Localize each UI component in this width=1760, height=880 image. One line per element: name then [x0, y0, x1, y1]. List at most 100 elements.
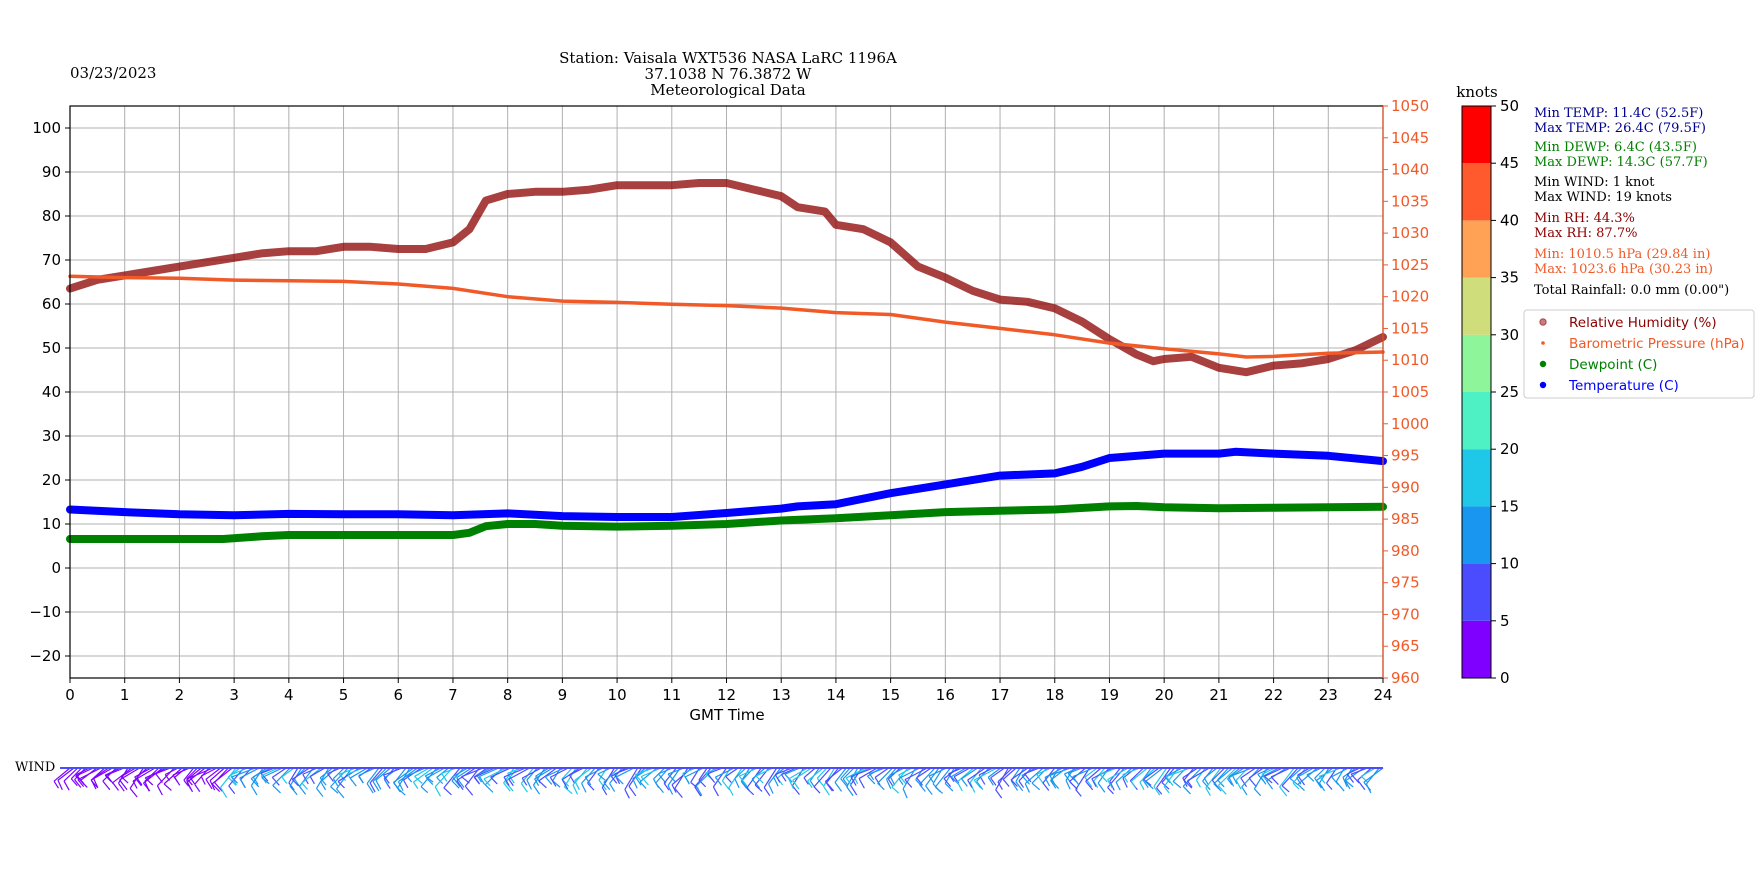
y-right-tick-label: 1010 — [1391, 351, 1429, 369]
wind-barb-flag — [610, 775, 618, 784]
wind-barb — [822, 767, 836, 787]
y-left-tick-label: 20 — [42, 471, 61, 489]
wind-barb-flag — [919, 784, 926, 792]
wind-barb-flag — [436, 777, 444, 785]
wind-barb — [1346, 767, 1361, 775]
wind-barb-flag — [866, 775, 876, 785]
wind-barb-flag — [106, 774, 114, 785]
wind-barb-flag — [788, 778, 795, 790]
wind-barb-flag — [1002, 778, 1010, 787]
wind-barb-flag — [956, 781, 963, 792]
wind-barb-flag — [667, 773, 676, 783]
wind-barb-flag — [671, 784, 677, 793]
wind-barb-flag — [898, 774, 907, 784]
wind-barb-flag — [1331, 776, 1339, 785]
y-left-tick-label: 90 — [42, 163, 61, 181]
wind-barb — [698, 767, 708, 781]
y-left-tick-label: 50 — [42, 339, 61, 357]
wind-barb-flag — [707, 773, 716, 784]
wind-barb-flag — [1097, 782, 1106, 793]
wind-barb-flag — [1139, 781, 1145, 791]
colorbar-tick-label: 25 — [1500, 383, 1519, 401]
colorbar-segment — [1462, 620, 1491, 678]
wind-barb-flag — [842, 778, 849, 786]
wind-barb-flag — [420, 786, 429, 794]
wind-barb-flag — [663, 782, 670, 791]
grid-lines — [69, 106, 1384, 678]
wind-barb-flag — [144, 777, 154, 786]
wind-barb — [272, 767, 291, 786]
wind-barb-flag — [1297, 783, 1305, 791]
wind-barb-flag — [734, 778, 740, 789]
wind-barb — [393, 767, 415, 783]
wind-barb — [250, 767, 264, 786]
wind-barb — [1099, 767, 1117, 776]
wind-barb-flag — [1031, 782, 1041, 791]
wind-barb-flag — [695, 785, 703, 797]
wind-barb — [479, 767, 499, 778]
wind-barb — [1213, 767, 1233, 785]
wind-barb-flag — [1217, 785, 1227, 795]
wind-barb-flag — [774, 774, 781, 783]
wind-barb-flag — [1010, 780, 1019, 791]
wind-barb-flag — [915, 779, 923, 787]
wind-barb — [375, 767, 391, 781]
wind-barb — [943, 767, 959, 780]
wind-barb — [1182, 767, 1202, 787]
wind-barb — [1261, 767, 1276, 775]
wind-barb-flag — [755, 775, 764, 784]
wind-barb-flag — [1018, 780, 1025, 788]
legend-dewpoint-label: Dewpoint (C) — [1569, 357, 1657, 373]
colorbar-tick-label: 5 — [1500, 612, 1510, 630]
wind-barb-flag — [434, 786, 441, 797]
wind-barb-flag — [928, 775, 934, 783]
wind-barb — [1166, 767, 1191, 778]
wind-barb-flag — [172, 774, 179, 783]
wind-barb-flag — [443, 787, 452, 796]
wind-barb-flag — [628, 785, 637, 797]
wind-barb — [239, 767, 260, 779]
wind-barb-flag — [534, 778, 540, 787]
wind-barb-flag — [252, 776, 259, 785]
wind-barb-flag — [569, 774, 576, 784]
wind-barb-flag — [943, 778, 952, 788]
wind-barb — [725, 767, 739, 778]
wind-barb-flag — [250, 785, 258, 796]
wind-barb — [231, 767, 256, 778]
series-relative-humidity — [66, 179, 1387, 377]
wind-barb-flag — [635, 776, 642, 786]
wind-barb-flag — [728, 787, 734, 796]
wind-barb — [816, 767, 828, 779]
wind-barb — [925, 767, 940, 787]
y-right-tick-label: 1015 — [1391, 319, 1429, 337]
wind-barb — [1156, 767, 1172, 789]
y-left-tick-label: −10 — [29, 603, 61, 621]
y-left-tick-label: 40 — [42, 383, 61, 401]
wind-barb — [490, 767, 511, 778]
wind-barb — [858, 767, 878, 780]
wind-barb-flag — [574, 780, 580, 791]
wind-barb — [1331, 767, 1349, 778]
wind-barb — [1010, 767, 1029, 781]
wind-barb-flag — [205, 778, 213, 790]
wind-barb-flag — [70, 778, 78, 787]
x-tick-label: 23 — [1319, 686, 1338, 704]
wind-barb-flag — [807, 780, 813, 789]
wind-barb — [603, 767, 619, 783]
wind-barb — [261, 767, 283, 779]
wind-barb-flag — [1266, 780, 1274, 790]
wind-barb-flag — [441, 773, 448, 782]
wind-barb-flag — [1093, 780, 1099, 788]
wind-barb — [1024, 767, 1044, 785]
wind-barb-flag — [609, 783, 616, 792]
wind-barb — [349, 767, 368, 779]
wind-barb-flag — [189, 777, 196, 785]
wind-barb — [1139, 767, 1156, 783]
wind-barb-flag — [1099, 774, 1108, 783]
wind-barb — [164, 767, 179, 776]
wind-barb-flag — [632, 778, 638, 789]
wind-barb-flag — [601, 787, 608, 796]
wind-barb-flag — [1279, 786, 1288, 797]
colorbar-segment — [1462, 392, 1491, 450]
right-axis-ticks: 960 965 970 975 980 985 990 995 1000 1005 1010 1015… — [1382, 97, 1429, 687]
